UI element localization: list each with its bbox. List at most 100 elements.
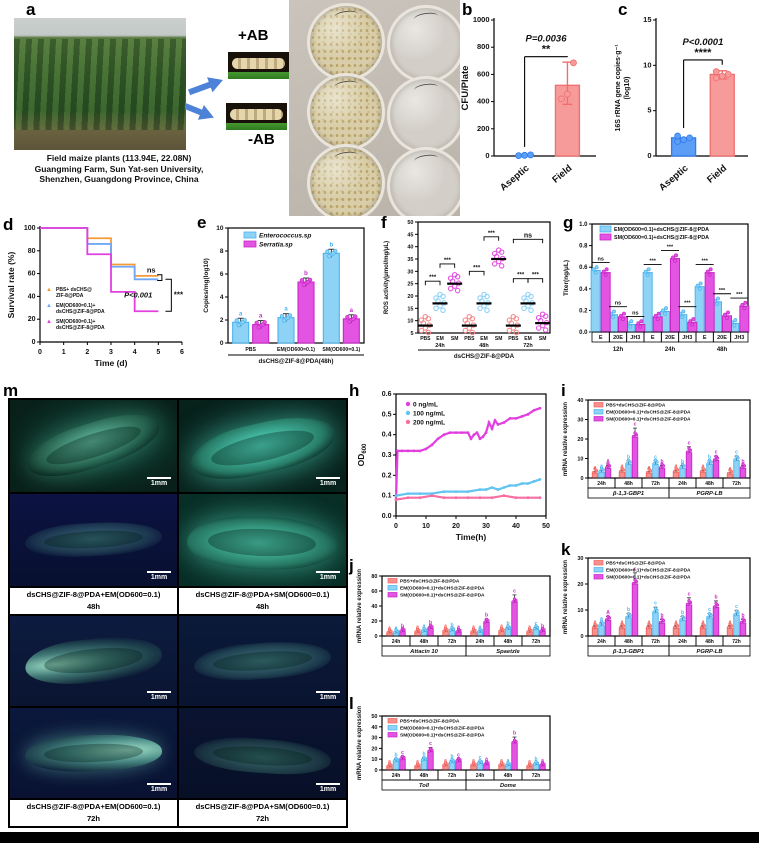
svg-text:SM(OD600=0.1)+dsCHS@ZIF-8@PDA: SM(OD600=0.1)+dsCHS@ZIF-8@PDA: [606, 417, 691, 423]
svg-text:20E: 20E: [613, 335, 623, 341]
svg-text:SM(OD600=0.1)+: SM(OD600=0.1)+: [56, 319, 96, 325]
svg-text:A: A: [606, 459, 610, 465]
svg-text:48h: 48h: [705, 639, 714, 645]
panel-m-label: m: [3, 381, 19, 400]
svg-text:72h: 72h: [448, 773, 457, 779]
svg-text:b: b: [681, 459, 684, 465]
svg-text:mRNA relative expression: mRNA relative expression: [563, 402, 569, 476]
image-caption: dsCHS@ZIF-8@PDA+SM(OD600=0.1) 72h: [179, 800, 346, 826]
svg-text:40: 40: [28, 293, 36, 300]
svg-text:b: b: [681, 610, 684, 616]
svg-text:a: a: [507, 758, 510, 764]
svg-text:P<0.0001: P<0.0001: [682, 37, 723, 48]
svg-text:1: 1: [62, 349, 66, 356]
svg-text:40: 40: [371, 725, 377, 731]
svg-text:0: 0: [38, 349, 42, 356]
petri-dish-photo: [289, 0, 460, 216]
svg-text:a: a: [395, 625, 398, 631]
svg-text:**: **: [542, 44, 551, 56]
svg-text:c: c: [735, 604, 738, 610]
caption-time: 48h: [86, 602, 101, 611]
svg-text:0.5: 0.5: [382, 411, 392, 418]
svg-text:20: 20: [577, 437, 583, 443]
svg-text:12h: 12h: [613, 347, 624, 353]
handwriting-mark: [333, 9, 359, 22]
svg-text:200: 200: [477, 124, 490, 133]
larva-shape: [21, 402, 166, 488]
scale-bar: 1mm: [147, 783, 171, 794]
svg-text:a: a: [457, 624, 460, 630]
svg-text:****: ****: [694, 47, 712, 59]
svg-text:72h: 72h: [732, 481, 741, 487]
handwriting-mark: [413, 153, 439, 166]
svg-text:Time(h): Time(h): [456, 532, 487, 542]
svg-text:0: 0: [485, 151, 489, 160]
scale-bar: 1mm: [147, 571, 171, 582]
svg-text:100: 100: [24, 225, 36, 232]
panel-d-chart-survival: 0 20 40 60 80 100 0 1 2 3 4 5 6 Time (d) Survival rate…: [4, 216, 196, 392]
svg-text:b: b: [329, 242, 333, 248]
panel-j-chart-mrna: 0 20 40 60 80 a a b a a b a b a a a b a b c a c b PBS+dsCHS@ZIF…: [352, 562, 558, 700]
svg-text:b: b: [485, 613, 488, 619]
svg-text:5: 5: [156, 349, 160, 356]
svg-text:***: ***: [488, 231, 496, 237]
svg-text:c: c: [513, 588, 516, 594]
fluorescence-image: 1mm: [10, 708, 177, 798]
svg-text:a: a: [284, 307, 288, 313]
svg-text:Toll: Toll: [419, 783, 429, 789]
minus-ab-label: -AB: [248, 131, 275, 148]
svg-text:β-1,3-GBP1: β-1,3-GBP1: [612, 649, 644, 655]
larva-shape: [186, 514, 339, 572]
svg-text:35: 35: [407, 257, 413, 263]
chart-svg: 0 20 40 60 80 100 0 1 2 3 4 5 6 Time (d) Survival rate…: [6, 225, 184, 368]
svg-text:25: 25: [407, 282, 413, 288]
panel-l-chart-mrna: 0 10 20 30 40 50 a b c a b c a b c a c a a a b a b a PBS+dsCHS@Z…: [352, 702, 558, 834]
svg-text:b: b: [422, 751, 425, 757]
svg-text:0.4: 0.4: [579, 287, 588, 293]
svg-text:1000: 1000: [473, 15, 490, 24]
panel-f-label: f: [381, 213, 387, 232]
svg-text:Serratia.sp: Serratia.sp: [259, 242, 293, 249]
svg-text:a: a: [675, 619, 678, 625]
caption-treatment: dsCHS@ZIF-8@PDA+EM(OD600=0.1): [26, 802, 161, 811]
svg-text:Enterococcus.sp: Enterococcus.sp: [259, 233, 311, 240]
svg-text:10: 10: [216, 225, 224, 232]
svg-text:a: a: [472, 624, 475, 630]
svg-text:P=0.0036: P=0.0036: [526, 34, 568, 45]
svg-text:b: b: [708, 454, 711, 460]
svg-text:a: a: [594, 465, 597, 471]
svg-text:a: a: [350, 308, 354, 314]
svg-text:Dome: Dome: [500, 783, 517, 789]
svg-text:b: b: [660, 613, 663, 619]
svg-text:Titer(ng/μL): Titer(ng/μL): [563, 260, 570, 296]
svg-text:6: 6: [220, 271, 224, 278]
panel-g-chart-titer: 0.0 0.2 0.4 0.6 0.8 1.0 ns ns ns *** *** *** *** *** *…: [558, 214, 758, 394]
scale-bar: 1mm: [316, 783, 340, 794]
fluorescence-image: 1mm: [10, 400, 177, 492]
svg-text:a: a: [444, 624, 447, 630]
chart-svg: 0 2 4 6 8 10 a a b a b a Enterococcus.sp Serratia.sp P…: [203, 225, 365, 365]
svg-text:SM: SM: [495, 336, 503, 342]
panel-a-label: a: [26, 0, 36, 19]
svg-text:EM: EM: [436, 336, 444, 342]
caption-treatment: dsCHS@ZIF-8@PDA+EM(OD600=0.1): [26, 590, 161, 599]
svg-text:15: 15: [407, 306, 413, 312]
svg-text:72h: 72h: [732, 639, 741, 645]
petri-dish: [307, 3, 385, 81]
svg-text:Aseptic: Aseptic: [657, 163, 690, 193]
svg-text:a: a: [388, 759, 391, 765]
image-caption: dsCHS@ZIF-8@PDA+SM(OD600=0.1) 48h: [179, 588, 346, 614]
scale-bar: 1mm: [316, 691, 340, 702]
svg-text:Spaetzle: Spaetzle: [496, 649, 520, 655]
handwriting-mark: [413, 82, 439, 95]
svg-text:10: 10: [643, 60, 651, 69]
svg-text:JH3: JH3: [682, 335, 692, 341]
svg-text:b: b: [513, 731, 516, 737]
svg-text:dsCHS@ZIF-8@PDA(48h): dsCHS@ZIF-8@PDA(48h): [259, 358, 334, 365]
bottom-black-bar: [0, 832, 759, 843]
panel-l-label: l: [349, 694, 354, 713]
svg-text:***: ***: [532, 273, 540, 279]
handwriting-mark: [333, 150, 359, 163]
svg-text:b: b: [741, 459, 744, 465]
